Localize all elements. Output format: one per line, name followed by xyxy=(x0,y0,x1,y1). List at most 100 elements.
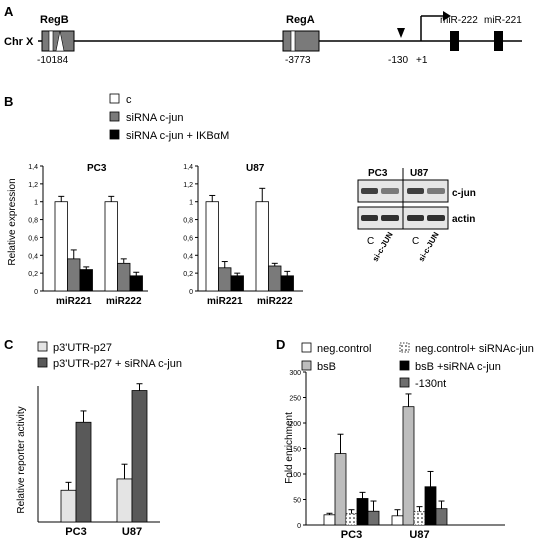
chart-d-y-tick-label: 0 xyxy=(297,523,301,530)
chart-d-y-tick-label: 250 xyxy=(289,396,301,403)
lane-label-u87-c: C xyxy=(412,236,419,247)
chart-b2-bar xyxy=(205,201,219,292)
chart-b2-bar xyxy=(255,201,269,292)
chart-b-ylabel: Relative expression xyxy=(7,178,18,265)
chart-c-bar xyxy=(116,478,133,523)
panel-a-label: A xyxy=(4,4,14,19)
chart-b2-category-label: miR221 xyxy=(207,296,243,307)
rega-box xyxy=(282,30,320,52)
mir221-gene xyxy=(494,31,503,51)
legend-d-swatch-bsb xyxy=(301,360,312,371)
chart-d-bar xyxy=(367,510,380,526)
chart-d-y-tick-label: 50 xyxy=(293,498,301,505)
chart-b1-plot: 0 0,2 0,4 0,6 0,8 1 1,2 1,4 miR221 miR222 xyxy=(28,164,148,307)
chart-b1-y-tick-label: 1,4 xyxy=(28,164,38,171)
chart-b1-bar xyxy=(104,201,118,292)
legend-c-swatch-p27 xyxy=(37,341,48,352)
panel-b-label: B xyxy=(4,94,13,109)
legend-c-label-p27-sirna: p3'UTR-p27 + siRNA c-jun xyxy=(53,358,182,370)
regb-box xyxy=(41,30,75,52)
chart-d-bar xyxy=(356,498,369,526)
tss-minus-130-label: -130 xyxy=(388,55,408,66)
chart-b1-y-tick-label: 0,2 xyxy=(28,271,38,278)
legend-b-label-c: c xyxy=(126,94,132,106)
chart-b1-bar xyxy=(79,269,93,292)
western-col-u87: U87 xyxy=(410,168,429,179)
regb-label: RegB xyxy=(40,14,69,26)
chart-d-plot: 0 50 100 150 200 250 300 PC3 U87 xyxy=(289,370,505,541)
panel-d: D neg.control neg.control+ siRNAc-jun bs… xyxy=(276,337,534,541)
chart-b2-bar xyxy=(268,265,282,292)
legend-b-label-sirna-ikb: siRNA c-jun + IKBαM xyxy=(126,130,229,142)
chart-b2-bar xyxy=(218,267,232,292)
chart-c-bar xyxy=(131,390,148,523)
chart-b2-category-label: miR222 xyxy=(257,296,293,307)
chart-b2-plot: 0 0,2 0,4 0,6 0,8 1 1,2 1,4 miR221 miR222 xyxy=(183,164,303,307)
legend-d-swatch-bsb-sirna xyxy=(399,360,410,371)
chart-d-ylabel: Fold enrichment xyxy=(284,412,295,484)
chart-b2-y-tick-label: 0,6 xyxy=(183,235,193,242)
panel-a: A Chr X RegB -10184 RegA -3773 -130 +1 xyxy=(4,4,522,66)
legend-d-swatch-negcontrol-sirna xyxy=(399,342,410,353)
western-blot: PC3 U87 c-jun actin C si-c-JUN C si-c-JU… xyxy=(357,168,476,263)
western-col-pc3: PC3 xyxy=(368,168,388,179)
legend-d-label-bsb: bsB xyxy=(317,361,336,373)
legend-d-swatch-negcontrol xyxy=(301,342,312,353)
band-label-cjun: c-jun xyxy=(452,188,476,199)
mir221-label: miR-221 xyxy=(484,15,522,26)
band-cjun-pc3-c xyxy=(361,188,378,194)
chart-b1-category-label: miR222 xyxy=(106,296,142,307)
chart-d-bar xyxy=(345,513,358,526)
chart-c-category-label: PC3 xyxy=(65,526,86,538)
legend-d-label-negcontrol: neg.control xyxy=(317,343,371,355)
lane-label-pc3-si: si-c-JUN xyxy=(371,230,395,263)
chart-b1-y-tick-label: 1,2 xyxy=(28,182,38,189)
panel-c: C p3'UTR-p27 p3'UTR-p27 + siRNA c-jun Re… xyxy=(4,337,182,538)
chart-d-bar xyxy=(435,508,448,526)
regb-position: -10184 xyxy=(37,55,69,66)
band-actin-u87-c xyxy=(407,215,424,221)
chart-b1-bar xyxy=(67,258,81,292)
chart-d-bar xyxy=(323,514,336,526)
legend-d-label-bsb-sirna: bsB +siRNA c-jun xyxy=(415,361,501,373)
chart-d-y-tick-label: 100 xyxy=(289,472,301,479)
chart-b1-bar xyxy=(117,262,131,292)
lane-label-pc3-c: C xyxy=(367,236,374,247)
band-actin-u87-si xyxy=(427,215,445,221)
mir222-label: miR-222 xyxy=(440,15,478,26)
band-actin-pc3-c xyxy=(361,215,378,221)
chart-b1-y-tick-label: 0 xyxy=(34,289,38,296)
chart-c-plot: PC3 U87 xyxy=(37,383,160,538)
band-label-actin: actin xyxy=(452,214,475,225)
chart-b2-y-tick-label: 1,4 xyxy=(183,164,193,171)
panel-d-label: D xyxy=(276,337,285,352)
chart-d-category-label: PC3 xyxy=(341,529,362,541)
transcription-start-arrow-icon xyxy=(420,11,451,41)
chart-d-category-label: U87 xyxy=(409,529,429,541)
lane-label-u87-si: si-c-JUN xyxy=(417,230,441,263)
chart-d-bar xyxy=(424,486,437,526)
tss-arrowhead-icon xyxy=(397,28,405,38)
chart-c-ylabel: Relative reporter activity xyxy=(16,406,27,513)
legend-d-label-negcontrol-sirna: neg.control+ siRNAc-jun xyxy=(415,343,534,355)
tss-plus1-label: +1 xyxy=(416,55,428,66)
panel-b: B c siRNA c-jun siRNA c-jun + IKBαM Rela… xyxy=(4,93,476,307)
chart-b2-y-tick-label: 0,8 xyxy=(183,218,193,225)
chart-d-y-tick-label: 150 xyxy=(289,447,301,454)
chart-b1-bar xyxy=(54,201,68,292)
legend-d-swatch-130nt xyxy=(399,377,410,388)
band-cjun-u87-si xyxy=(427,188,445,194)
legend-c-swatch-p27-sirna xyxy=(37,357,48,368)
chromosome-label: Chr X xyxy=(4,36,34,48)
chart-b2-y-tick-label: 0,2 xyxy=(183,271,193,278)
chart-b1-y-tick-label: 0,6 xyxy=(28,235,38,242)
chart-b2-bar xyxy=(230,275,244,292)
chart-d-y-tick-label: 200 xyxy=(289,421,301,428)
legend-d-label-130nt: -130nt xyxy=(415,378,446,390)
chart-d-bar xyxy=(402,406,415,526)
legend-b-label-sirna: siRNA c-jun xyxy=(126,112,183,124)
legend-b-swatch-sirna xyxy=(109,111,120,122)
chart-b2-title: U87 xyxy=(246,163,265,174)
chart-d-bar xyxy=(391,515,404,526)
